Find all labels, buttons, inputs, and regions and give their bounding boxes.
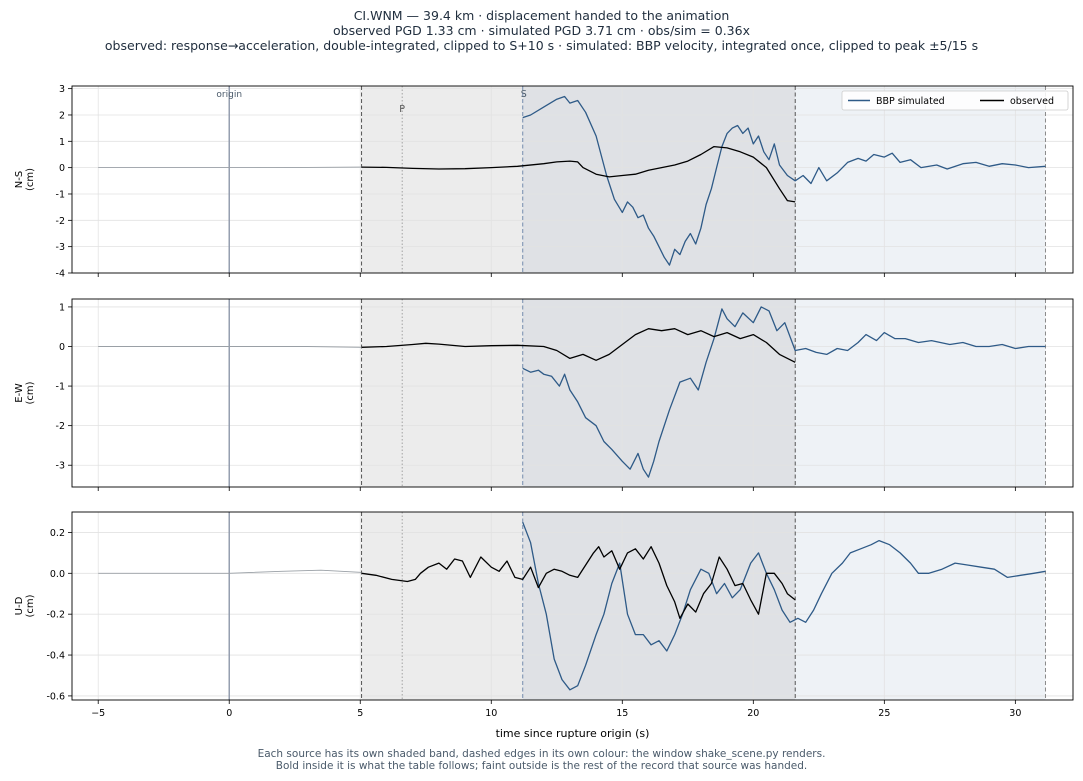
simulated-trace	[522, 521, 1046, 691]
y-tick-label: 0.2	[50, 528, 65, 539]
simulated-trace	[522, 306, 1046, 478]
y-axis-label: N-S(cm)	[14, 168, 36, 191]
y-tick-label: 2	[59, 110, 65, 121]
y-tick-label: 0	[59, 342, 65, 353]
observed-trace	[361, 145, 796, 203]
panel-frame	[71, 298, 1074, 488]
overlap-window-band	[522, 512, 796, 700]
title-line-3: observed: response→acceleration, double-…	[104, 38, 979, 53]
observed-trace-faint	[98, 346, 362, 348]
footnote-line-2: Bold inside it is what the table follows…	[275, 760, 808, 772]
x-tick-label: 0	[226, 708, 232, 719]
y-tick-label: 1	[59, 302, 65, 313]
observed-trace-faint	[98, 166, 362, 169]
observed-trace	[361, 546, 796, 619]
chart-title: CI.WNM — 39.4 km · displacement handed t…	[0, 8, 1083, 53]
panel-1: -4 -3 -2 -1 0 1 2 3 N-S(cm) origin P S BBP simulated…	[14, 84, 1074, 280]
y-tick-label: 0	[59, 163, 65, 174]
y-tick-label: -1	[56, 382, 65, 393]
x-tick-label: −5	[91, 708, 105, 719]
y-tick-label: -3	[56, 242, 65, 253]
overlap-window-band	[522, 86, 796, 273]
x-tick-label: 20	[747, 708, 759, 719]
x-tick-label: 30	[1009, 708, 1021, 719]
legend-label-observed: observed	[1010, 96, 1054, 107]
observed-trace	[361, 328, 796, 363]
x-axis-label: time since rupture origin (s)	[496, 727, 650, 740]
y-axis-label: E-W(cm)	[14, 381, 36, 404]
panel-2: -3 -2 -1 0 1 E-W(cm)	[14, 298, 1074, 491]
x-tick-label: 15	[616, 708, 628, 719]
y-tick-label: -2	[56, 421, 65, 432]
y-tick-label: -1	[56, 189, 65, 200]
y-tick-label: -0.6	[46, 691, 65, 702]
simulated-trace	[522, 95, 1046, 266]
panel-3: -0.6 -0.4 -0.2 0.0 0.2 U-D(cm) −5 0 5 10 15 20 25 30 t…	[14, 511, 1074, 740]
overlap-window-band	[522, 299, 796, 487]
y-tick-label: 0.0	[50, 569, 65, 580]
x-tick-label: 5	[357, 708, 363, 719]
y-tick-label: -0.4	[46, 651, 65, 662]
panel-frame	[71, 511, 1074, 701]
footnote-line-1: Each source has its own shaded band, das…	[257, 748, 826, 760]
x-tick-label: 25	[878, 708, 890, 719]
origin-label: origin	[216, 90, 242, 100]
legend-label-simulated: BBP simulated	[876, 96, 945, 107]
y-tick-label: -3	[56, 461, 65, 472]
y-tick-label: 3	[59, 84, 65, 95]
y-axis-label: U-D(cm)	[14, 594, 36, 617]
observed-trace-faint	[98, 569, 362, 574]
title-line-2: observed PGD 1.33 cm · simulated PGD 3.7…	[333, 23, 750, 38]
s-arrival-label: S	[521, 89, 527, 100]
y-tick-label: 1	[59, 137, 65, 148]
y-tick-label: -0.2	[46, 610, 65, 621]
title-line-1: CI.WNM — 39.4 km · displacement handed t…	[353, 8, 730, 23]
y-tick-label: -2	[56, 216, 65, 227]
chart-footnote: Each source has its own shaded band, das…	[0, 748, 1083, 772]
legend	[841, 90, 1069, 111]
p-arrival-label: P	[399, 104, 405, 115]
y-tick-label: -4	[56, 269, 65, 280]
panel-frame	[71, 85, 1074, 274]
x-tick-label: 10	[485, 708, 497, 719]
